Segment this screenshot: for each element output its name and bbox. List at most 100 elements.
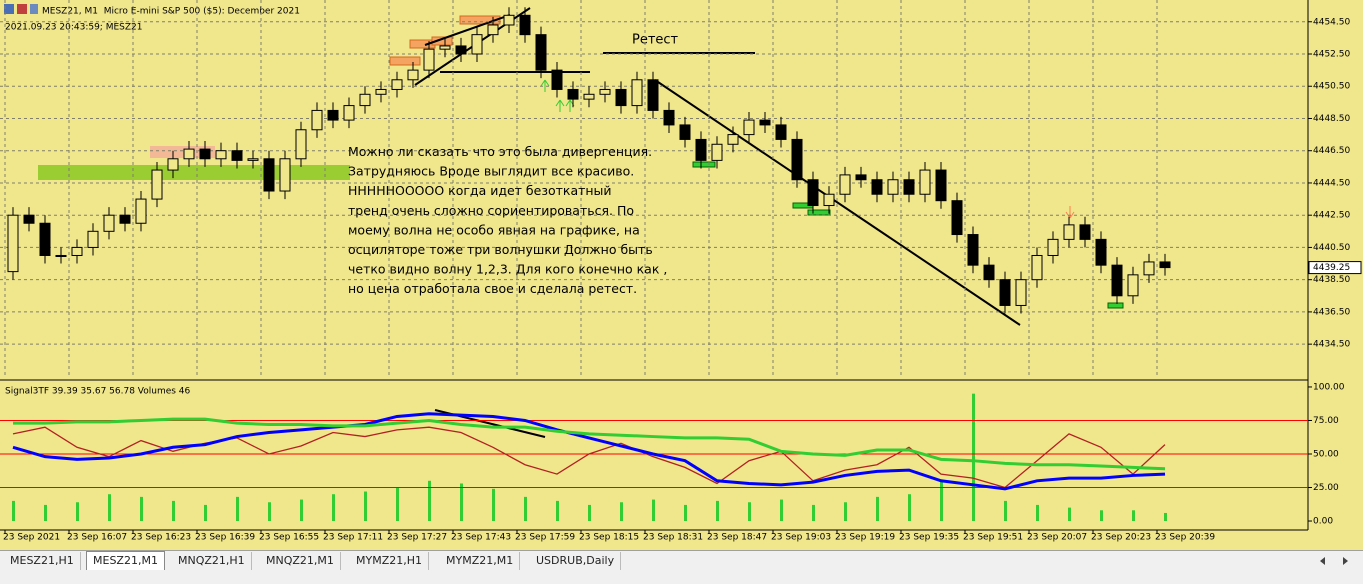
tab[interactable]: MNQZ21,M1 bbox=[260, 552, 341, 570]
x-tick-label: 23 Sep 18:15 bbox=[579, 533, 639, 543]
candle-body bbox=[71, 246, 83, 256]
trend-line bbox=[654, 79, 1021, 326]
comment-line: НННННООООО когда идет безоткатный bbox=[348, 183, 612, 198]
candle-body bbox=[887, 179, 899, 195]
tab[interactable]: MYMZ21,M1 bbox=[440, 552, 521, 570]
x-tick-label: 23 Sep 17:59 bbox=[515, 533, 575, 543]
volume-bar bbox=[588, 504, 591, 522]
tab[interactable]: MNQZ21,H1 bbox=[172, 552, 252, 570]
candle-body bbox=[919, 169, 931, 195]
volume-bar bbox=[140, 496, 143, 522]
volume-bar bbox=[1164, 512, 1167, 522]
volume-bar bbox=[204, 504, 207, 522]
candle-body bbox=[39, 222, 51, 256]
volume-bar bbox=[108, 494, 111, 522]
candle-body bbox=[807, 179, 819, 207]
tab[interactable]: MYMZ21,H1 bbox=[350, 552, 429, 570]
icon bbox=[4, 4, 14, 14]
indicator-title: Signal3TF 39.39 35.67 56.78 Volumes 46 bbox=[5, 387, 191, 397]
x-tick-label: 23 Sep 16:39 bbox=[195, 533, 255, 543]
chart-title: MESZ21, M1 Micro E-mini S&P 500 ($5): De… bbox=[42, 7, 300, 17]
volume-bar bbox=[908, 494, 911, 522]
annotation: Ретест bbox=[632, 33, 679, 48]
zone bbox=[1107, 302, 1124, 309]
tab[interactable]: MESZ21,M1 bbox=[86, 551, 165, 570]
y-tick-label: 25.00 bbox=[1313, 483, 1339, 493]
volume-bar bbox=[492, 488, 495, 522]
scroll-arrows[interactable] bbox=[1315, 553, 1355, 569]
volume-bar bbox=[684, 504, 687, 522]
candle-body bbox=[279, 158, 291, 192]
chart: MESZ21, M1 Micro E-mini S&P 500 ($5): De… bbox=[0, 0, 1363, 550]
candle-body bbox=[167, 158, 179, 171]
x-tick-label: 23 Sep 19:35 bbox=[899, 533, 959, 543]
candle-body bbox=[1127, 274, 1139, 297]
comment-line: тренд очень сложно сориентироваться. По bbox=[348, 202, 634, 217]
candle-body bbox=[631, 79, 643, 107]
candle-body bbox=[983, 264, 995, 281]
x-tick-label: 23 Sep 18:31 bbox=[643, 533, 703, 543]
y-tick-label: 50.00 bbox=[1313, 449, 1339, 459]
drawings bbox=[38, 7, 1124, 438]
x-tick-label: 23 Sep 20:07 bbox=[1027, 533, 1087, 543]
y-tick-label: 4454.50 bbox=[1313, 17, 1350, 27]
candle-body bbox=[103, 214, 115, 232]
x-tick-label: 23 Sep 2021 bbox=[3, 533, 60, 543]
comment-line: четко видно волну 1,2,3. Для кого конечн… bbox=[348, 261, 667, 276]
y-tick-label: 75.00 bbox=[1313, 416, 1339, 426]
volume-bar bbox=[524, 496, 527, 522]
zone bbox=[431, 36, 453, 46]
candle-body bbox=[679, 124, 691, 140]
candle-body bbox=[775, 124, 787, 140]
tab[interactable]: USDRUB,Daily bbox=[530, 552, 622, 570]
x-tick-label: 23 Sep 18:47 bbox=[707, 533, 767, 543]
candle-body bbox=[1047, 238, 1059, 256]
volume-bar bbox=[1100, 510, 1103, 522]
candle-body bbox=[967, 234, 979, 266]
tab[interactable]: MESZ21,H1 bbox=[4, 552, 81, 570]
candle-body bbox=[1159, 261, 1171, 269]
candle-body bbox=[503, 14, 515, 26]
volume-bar bbox=[876, 496, 879, 522]
volume-bar bbox=[332, 494, 335, 522]
candle-body bbox=[231, 150, 243, 161]
x-tick-label: 23 Sep 19:51 bbox=[963, 533, 1023, 543]
candle-body bbox=[471, 34, 483, 55]
volume-bar bbox=[428, 480, 431, 522]
candle-body bbox=[743, 119, 755, 136]
volume-bar bbox=[1036, 504, 1039, 522]
candle-body bbox=[951, 200, 963, 236]
zone bbox=[389, 56, 421, 66]
candle-body bbox=[423, 48, 435, 71]
icon bbox=[30, 4, 38, 14]
x-tick-label: 23 Sep 17:27 bbox=[387, 533, 447, 543]
volume-bar bbox=[236, 496, 239, 522]
y-tick-label: 4442.50 bbox=[1313, 211, 1350, 221]
trend-line bbox=[424, 14, 511, 46]
volume-bar bbox=[172, 500, 175, 522]
candle-body bbox=[343, 105, 355, 121]
volume-bar bbox=[44, 504, 47, 522]
zone bbox=[409, 39, 436, 49]
volume-bar bbox=[940, 480, 943, 522]
volume-bar bbox=[780, 499, 783, 522]
zone bbox=[150, 146, 215, 158]
volume-bar bbox=[12, 500, 15, 522]
y-tick-label: 4436.50 bbox=[1313, 307, 1350, 317]
candle-body bbox=[1015, 279, 1027, 306]
candle-body bbox=[359, 93, 371, 107]
candle-body bbox=[615, 88, 627, 107]
candle-body bbox=[519, 14, 531, 36]
y-tick-label: 4434.50 bbox=[1313, 340, 1350, 350]
candle-body bbox=[295, 129, 307, 160]
x-tick-label: 23 Sep 16:07 bbox=[67, 533, 127, 543]
candle-body bbox=[487, 24, 499, 36]
comment-line: моему волна не особо явная на графике, н… bbox=[348, 222, 640, 237]
candle-body bbox=[871, 179, 883, 195]
candle-body bbox=[407, 69, 419, 81]
candle-body bbox=[183, 148, 195, 160]
zone bbox=[692, 161, 716, 168]
candle-body bbox=[695, 138, 707, 161]
comment-line: но цена отработала свое и сделала ретест… bbox=[348, 281, 637, 296]
volume-bar bbox=[716, 500, 719, 522]
